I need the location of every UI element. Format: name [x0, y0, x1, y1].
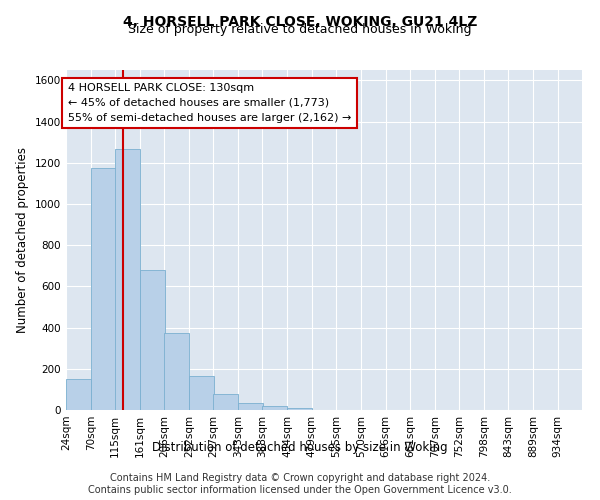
- Bar: [189, 376, 214, 410]
- Bar: [262, 406, 287, 410]
- Text: Size of property relative to detached houses in Woking: Size of property relative to detached ho…: [128, 22, 472, 36]
- Bar: [115, 150, 140, 410]
- Text: Contains HM Land Registry data © Crown copyright and database right 2024.
Contai: Contains HM Land Registry data © Crown c…: [88, 474, 512, 495]
- Bar: [238, 403, 263, 410]
- Text: 4 HORSELL PARK CLOSE: 130sqm
← 45% of detached houses are smaller (1,773)
55% of: 4 HORSELL PARK CLOSE: 130sqm ← 45% of de…: [68, 83, 351, 123]
- Text: Distribution of detached houses by size in Woking: Distribution of detached houses by size …: [152, 441, 448, 454]
- Bar: [66, 379, 91, 410]
- Bar: [91, 168, 116, 410]
- Text: 4, HORSELL PARK CLOSE, WOKING, GU21 4LZ: 4, HORSELL PARK CLOSE, WOKING, GU21 4LZ: [123, 15, 477, 29]
- Bar: [140, 270, 165, 410]
- Y-axis label: Number of detached properties: Number of detached properties: [16, 147, 29, 333]
- Bar: [214, 394, 238, 410]
- Bar: [164, 332, 189, 410]
- Bar: [287, 408, 312, 410]
